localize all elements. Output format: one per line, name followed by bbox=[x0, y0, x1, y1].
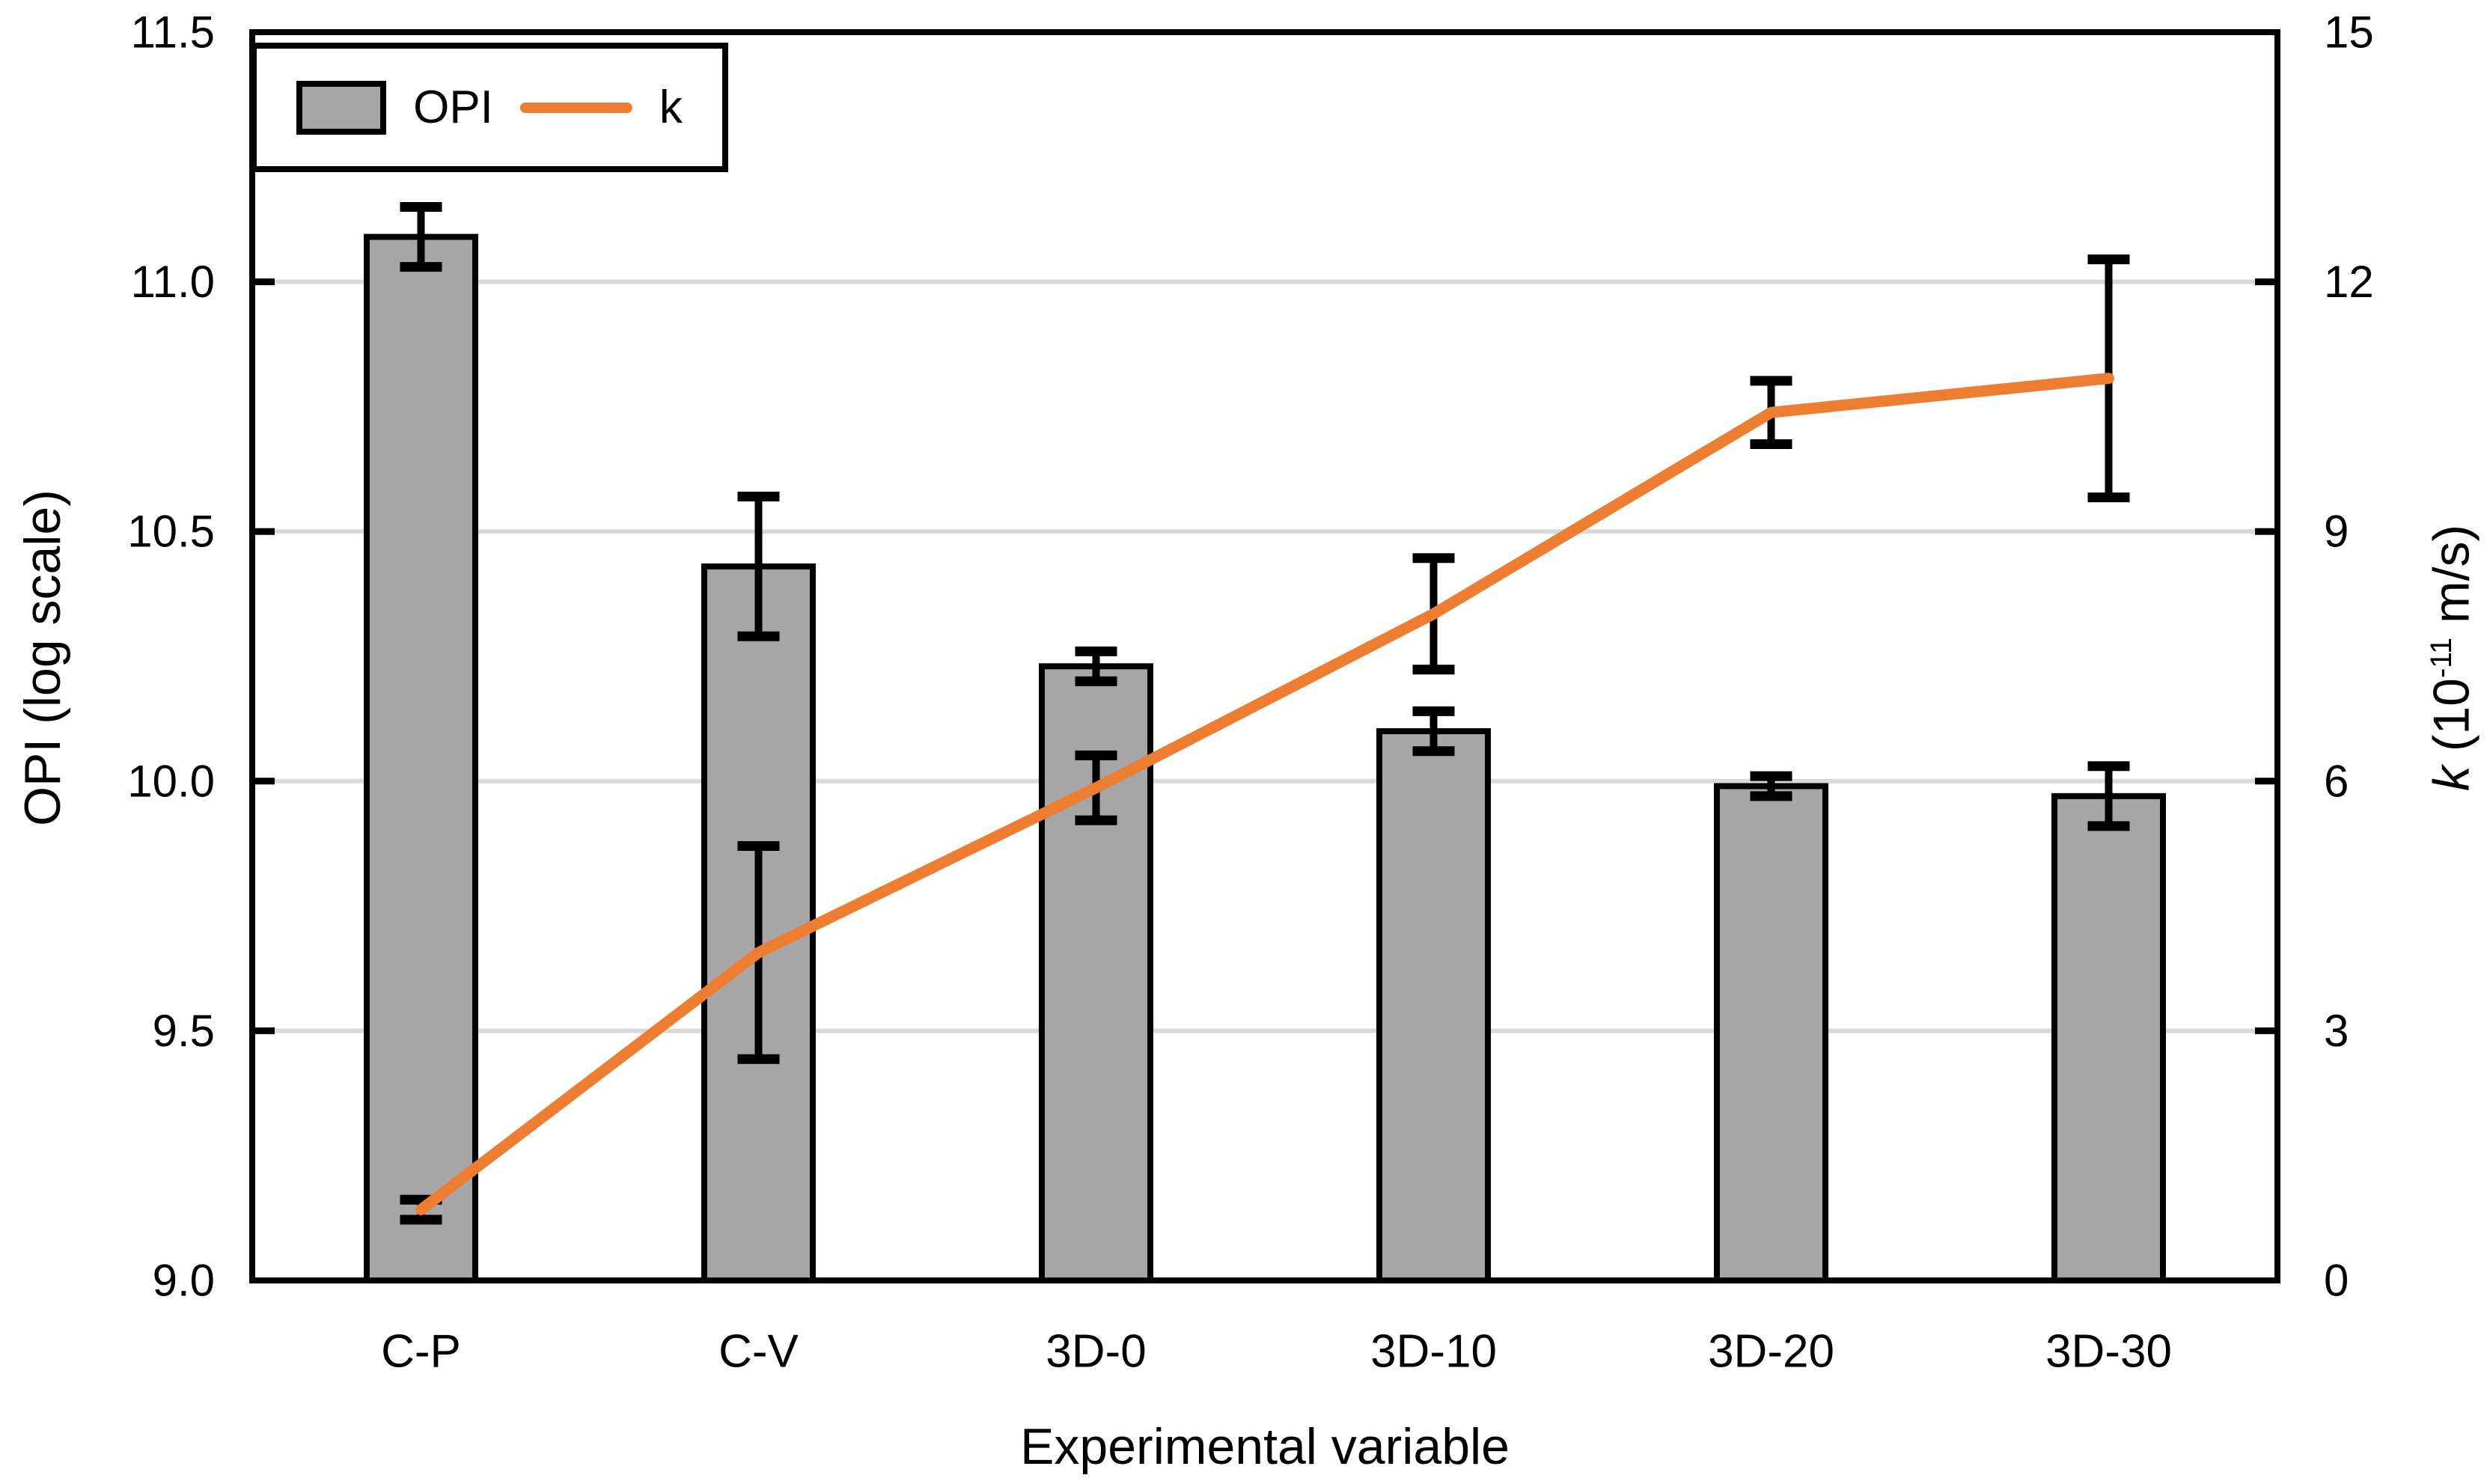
legend-opi-label: OPI bbox=[413, 82, 493, 133]
plot-frame bbox=[249, 29, 2280, 1283]
x-tick-label: C-P bbox=[381, 1326, 461, 1378]
y-left-tick-label: 10.5 bbox=[127, 507, 215, 557]
x-tick-label: 3D-0 bbox=[1046, 1326, 1146, 1378]
x-axis-title: Experimental variable bbox=[1020, 1418, 1510, 1475]
y-right-tick-label: 6 bbox=[2324, 756, 2349, 806]
x-tick-label: 3D-10 bbox=[1370, 1326, 1497, 1378]
right-axis-title: k (10-11 m/s) bbox=[2410, 358, 2480, 957]
left-axis-title: OPI (log scale) bbox=[14, 489, 71, 826]
x-tick-label: C-V bbox=[718, 1326, 799, 1378]
opi-bar-3D-20 bbox=[1714, 783, 1828, 1284]
y-right-tick-label: 9 bbox=[2324, 507, 2349, 557]
right-axis-title-prefix: (10 bbox=[2423, 677, 2480, 766]
legend: OPI k bbox=[251, 43, 728, 172]
x-tick-label: 3D-30 bbox=[2045, 1326, 2172, 1378]
opi-bar-3D-30 bbox=[2051, 793, 2166, 1284]
y-right-tick-label: 12 bbox=[2324, 257, 2374, 307]
y-right-tick-label: 0 bbox=[2324, 1256, 2349, 1306]
y-left-tick-label: 10.0 bbox=[127, 756, 215, 806]
right-axis-title-suffix: m/s) bbox=[2423, 524, 2480, 638]
y-right-tick-label: 15 bbox=[2324, 7, 2374, 58]
y-left-tick-label: 9.0 bbox=[153, 1256, 215, 1306]
y-left-tick-label: 9.5 bbox=[153, 1006, 215, 1056]
legend-opi-swatch-icon bbox=[296, 80, 387, 135]
legend-k-label: k bbox=[659, 82, 683, 133]
opi-bar-3D-10 bbox=[1376, 728, 1491, 1283]
y-right-tick-label: 3 bbox=[2324, 1006, 2349, 1056]
right-axis-title-k: k bbox=[2423, 766, 2480, 792]
y-left-tick-label: 11.5 bbox=[131, 7, 215, 58]
y-left-tick-label: 11.0 bbox=[131, 257, 215, 307]
legend-k-line-icon bbox=[519, 102, 632, 113]
k-line bbox=[415, 373, 2114, 1215]
opi-bar-C-P bbox=[364, 233, 478, 1283]
right-axis-title-exponent: -11 bbox=[2425, 637, 2458, 678]
x-tick-label: 3D-20 bbox=[1708, 1326, 1834, 1378]
